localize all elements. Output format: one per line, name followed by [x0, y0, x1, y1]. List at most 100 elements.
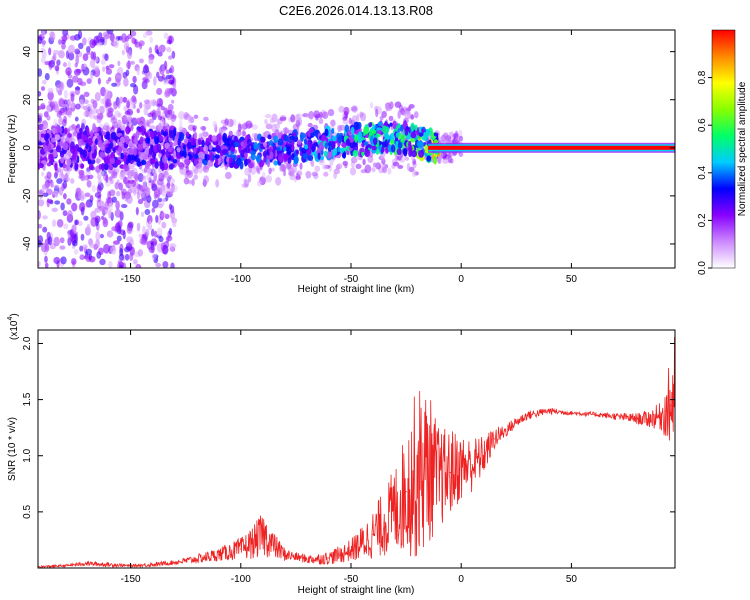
heatmap-cell: [303, 138, 308, 145]
heatmap-cell: [208, 144, 213, 151]
heatmap-cell: [60, 256, 67, 265]
spectrogram-ytick-label: 0: [22, 145, 33, 151]
heatmap-cell: [424, 144, 428, 153]
heatmap-cell: [397, 155, 402, 161]
snr-point: [405, 491, 407, 493]
heatmap-cell: [114, 110, 121, 118]
heatmap-cell: [101, 66, 106, 72]
heatmap-cell: [47, 143, 52, 153]
heatmap-cell: [332, 147, 338, 156]
heatmap-cell: [110, 131, 117, 140]
heatmap-cell: [350, 156, 358, 164]
heatmap-cell: [284, 127, 288, 136]
heatmap-cell: [352, 149, 359, 158]
heatmap-cell: [69, 145, 76, 154]
heatmap-cell: [72, 75, 79, 83]
heatmap-cell: [63, 223, 69, 230]
heatmap-cell: [237, 123, 242, 132]
heatmap-cell: [155, 262, 162, 268]
heatmap-cell: [84, 192, 91, 198]
heatmap-cell: [40, 133, 45, 138]
spectrogram-ytick-label: 20: [22, 94, 33, 106]
heatmap-cell: [62, 30, 69, 37]
heatmap-cell: [167, 88, 175, 95]
heatmap-cell: [116, 190, 121, 197]
heatmap-cell: [75, 163, 79, 168]
heatmap-cell: [450, 158, 454, 164]
heatmap-cell: [255, 154, 262, 163]
snr-panel: -150 -100 -50 0 50 0.5 1.0 1.5 2.0 Height of st…: [7, 313, 676, 596]
heatmap-cell: [62, 118, 67, 127]
heatmap-cell: [38, 235, 44, 244]
heatmap-cell: [246, 138, 252, 147]
heatmap-cell: [115, 184, 120, 190]
heatmap-cell: [144, 64, 149, 71]
heatmap-cell: [46, 115, 51, 121]
heatmap-cell: [288, 135, 295, 141]
heatmap-cell: [308, 127, 314, 133]
heatmap-cell: [143, 103, 149, 109]
heatmap-cell: [38, 199, 45, 207]
heatmap-cell: [271, 123, 277, 133]
heatmap-cell: [113, 38, 119, 49]
heatmap-cell: [142, 140, 146, 149]
heatmap-cell: [150, 244, 155, 254]
snr-xlabel: Height of straight line (km): [298, 585, 415, 596]
heatmap-cell: [109, 178, 114, 185]
heatmap-cell: [47, 91, 54, 101]
heatmap-cell: [131, 135, 135, 140]
heatmap-cell: [107, 190, 111, 200]
heatmap-cell: [264, 118, 268, 125]
heatmap-cell: [209, 151, 213, 161]
heatmap-cell: [118, 253, 125, 261]
heatmap-cell: [91, 145, 95, 154]
heatmap-cell: [52, 190, 59, 196]
heatmap-cell: [178, 111, 185, 120]
heatmap-cell: [65, 67, 72, 76]
heatmap-cell: [100, 162, 105, 171]
heatmap-cell: [111, 226, 118, 232]
heatmap-cell: [421, 129, 425, 134]
heatmap-cell: [104, 89, 111, 100]
snr-point: [394, 509, 396, 511]
snr-point: [295, 556, 297, 558]
heatmap-cell: [324, 142, 328, 150]
heatmap-cell: [132, 75, 137, 84]
heatmap-cell: [341, 142, 347, 148]
heatmap-band-core: [428, 145, 675, 150]
heatmap-cell: [283, 170, 287, 177]
heatmap-cell: [404, 110, 412, 120]
heatmap-cell: [88, 163, 94, 171]
heatmap-cell: [132, 259, 138, 265]
heatmap-cell: [197, 165, 203, 174]
heatmap-cell: [447, 136, 452, 143]
heatmap-cell: [287, 165, 292, 173]
heatmap-cell: [82, 53, 89, 62]
heatmap-cell: [110, 157, 116, 165]
colorbar-ticks: 0.0 0.2 0.4 0.6 0.8: [697, 70, 712, 275]
heatmap-cell: [125, 242, 133, 251]
heatmap-cell: [146, 167, 153, 174]
heatmap-cell: [236, 159, 241, 167]
heatmap-cell: [148, 57, 154, 65]
heatmap-cell: [63, 89, 69, 99]
heatmap-cell: [86, 126, 90, 136]
heatmap-cell: [155, 214, 159, 224]
heatmap-cell: [105, 68, 113, 75]
heatmap-cell: [371, 145, 377, 151]
heatmap-cell: [181, 169, 186, 176]
heatmap-cell: [38, 112, 43, 119]
heatmap-cell: [99, 233, 104, 239]
heatmap-cell: [158, 172, 165, 182]
heatmap-cell: [330, 119, 336, 127]
heatmap-cell: [116, 165, 121, 173]
heatmap-cell: [44, 72, 50, 81]
heatmap-cell: [133, 137, 139, 146]
heatmap-cell: [135, 158, 141, 163]
heatmap-cell: [90, 108, 98, 115]
heatmap-cell: [91, 184, 96, 193]
heatmap-cell: [90, 210, 97, 220]
heatmap-cell: [79, 254, 85, 261]
heatmap-cell: [136, 264, 140, 268]
heatmap-cell: [66, 78, 74, 88]
